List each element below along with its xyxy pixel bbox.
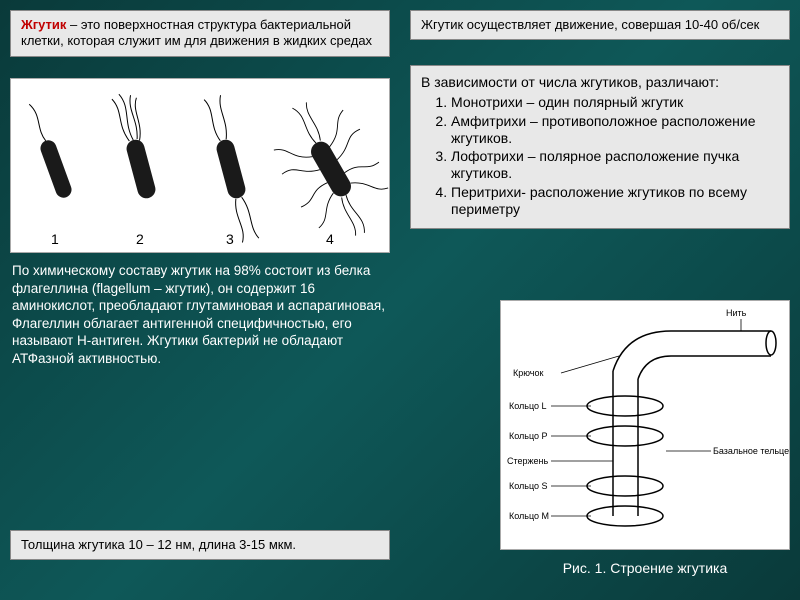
label-ringL: Кольцо L [509,401,547,411]
thickness-box: Толщина жгутика 10 – 12 нм, длина 3-15 м… [10,530,390,560]
bact-num: 1 [51,231,59,247]
type-item: Лофотрихи – полярное расположение пучка … [451,148,779,182]
figure-caption: Рис. 1. Строение жгутика [500,560,790,576]
types-intro: В зависимости от числа жгутиков, различа… [421,74,779,90]
bacteria-types-figure: 1 2 3 4 [10,78,390,253]
definition-box: Жгутик – это поверхностная структура бак… [10,10,390,57]
label-ringM: Кольцо M [509,511,549,521]
bact-num: 3 [226,231,234,247]
flagellum-svg: Крючок Кольцо L Кольцо P Стержень Кольцо… [501,301,791,551]
definition-rest: – это поверхностная структура бактериаль… [21,17,372,48]
type-item: Монотрихи – один полярный жгутик [451,94,779,111]
term-word: Жгутик [21,17,66,32]
bact-num: 2 [136,231,144,247]
label-filament: Нить [726,308,747,318]
label-hook: Крючок [513,368,543,378]
label-ringP: Кольцо P [509,431,548,441]
chemistry-text: По химическому составу жгутик на 98% сос… [10,260,390,369]
bact-num: 4 [326,231,334,247]
label-ringS: Кольцо S [509,481,548,491]
movement-box: Жгутик осуществляет движение, совершая 1… [410,10,790,40]
label-basal: Базальное тельце [713,446,789,456]
types-list: Монотрихи – один полярный жгутик Амфитри… [421,94,779,218]
types-box: В зависимости от числа жгутиков, различа… [410,65,790,229]
type-item: Амфитрихи – противоположное расположение… [451,113,779,147]
bacteria-svg [11,79,391,254]
label-rod: Стержень [507,456,549,466]
type-item: Перитрихи- расположение жгутиков по всем… [451,184,779,218]
flagellum-structure-figure: Крючок Кольцо L Кольцо P Стержень Кольцо… [500,300,790,550]
